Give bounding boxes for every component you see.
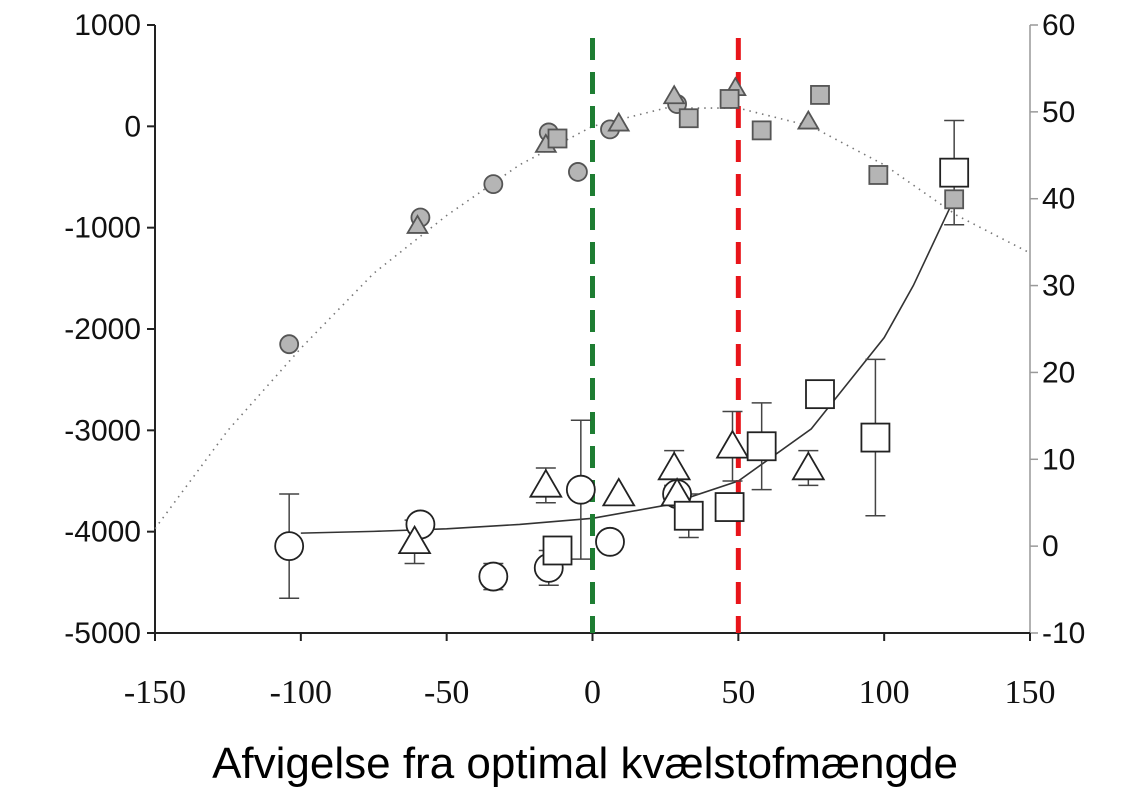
filled-triangle-point — [796, 109, 820, 130]
open-square-point — [542, 535, 573, 566]
open-square-point — [860, 422, 891, 453]
open-triangle-point — [397, 524, 432, 555]
right-tick-label: 10 — [1042, 443, 1075, 476]
left-tick-label: -4000 — [64, 516, 141, 549]
right-tick-label: -10 — [1042, 617, 1085, 650]
filled-square-point — [751, 120, 772, 141]
filled-circle-point — [568, 162, 588, 182]
right-tick-label: 40 — [1042, 183, 1075, 216]
open-square-point — [746, 431, 777, 462]
error-bars — [279, 119, 965, 600]
filled-triangle-point — [662, 84, 686, 105]
open-circle-point — [274, 531, 305, 562]
left-tick-label: -5000 — [64, 617, 141, 650]
filled-triangle-point — [406, 214, 429, 234]
left-tick-label: 1000 — [74, 9, 141, 42]
left-tick-label: -3000 — [64, 414, 141, 447]
filled-circle-point — [483, 174, 504, 194]
bottom-tick-label: 50 — [721, 674, 755, 711]
left-tick-label: -2000 — [64, 313, 141, 346]
filled-triangle-point — [607, 111, 631, 132]
open-circle-point — [565, 474, 596, 505]
filled-circle-point — [279, 334, 300, 355]
filled-square-point — [810, 85, 830, 105]
right-tick-label: 20 — [1042, 356, 1075, 389]
left-tick-label: -1000 — [64, 212, 141, 245]
open-triangle-point — [791, 451, 826, 481]
open-triangle-point — [528, 468, 563, 498]
filled-square-point — [547, 128, 568, 149]
right-tick-label: 0 — [1042, 530, 1059, 563]
bottom-tick-label: 150 — [1005, 674, 1056, 711]
open-square-point — [805, 379, 835, 410]
open-square-point — [714, 492, 745, 522]
open-triangle-point — [715, 429, 750, 459]
filled-square-point — [868, 165, 889, 185]
left-tick-label: 0 — [124, 110, 141, 143]
open-circle-point — [478, 561, 509, 592]
vertical-reference-lines — [590, 38, 741, 633]
open-square-point — [673, 500, 704, 531]
right-tick-label: 50 — [1042, 96, 1075, 129]
tick-labels: 10000-1000-2000-3000-4000-50006050403020… — [64, 9, 1085, 711]
open-triangle-point — [657, 451, 692, 481]
open-circle-point — [595, 526, 625, 557]
x-axis-label: Afvigelse fra optimal kvælstofmængde — [212, 739, 958, 788]
bottom-tick-label: -50 — [424, 674, 469, 711]
right-tick-label: 30 — [1042, 270, 1075, 303]
filled-square-point — [719, 89, 740, 109]
solid-fit-curve — [300, 198, 955, 534]
data-markers — [274, 76, 970, 592]
open-square-point — [939, 157, 970, 188]
filled-square-point — [944, 189, 965, 210]
open-triangle-point — [601, 477, 636, 507]
filled-square-point — [678, 108, 699, 129]
right-tick-label: 60 — [1042, 9, 1075, 42]
bottom-tick-label: -150 — [124, 674, 186, 711]
bottom-tick-label: 100 — [859, 674, 910, 711]
bottom-tick-label: 0 — [584, 674, 601, 711]
bottom-tick-label: -100 — [270, 674, 332, 711]
